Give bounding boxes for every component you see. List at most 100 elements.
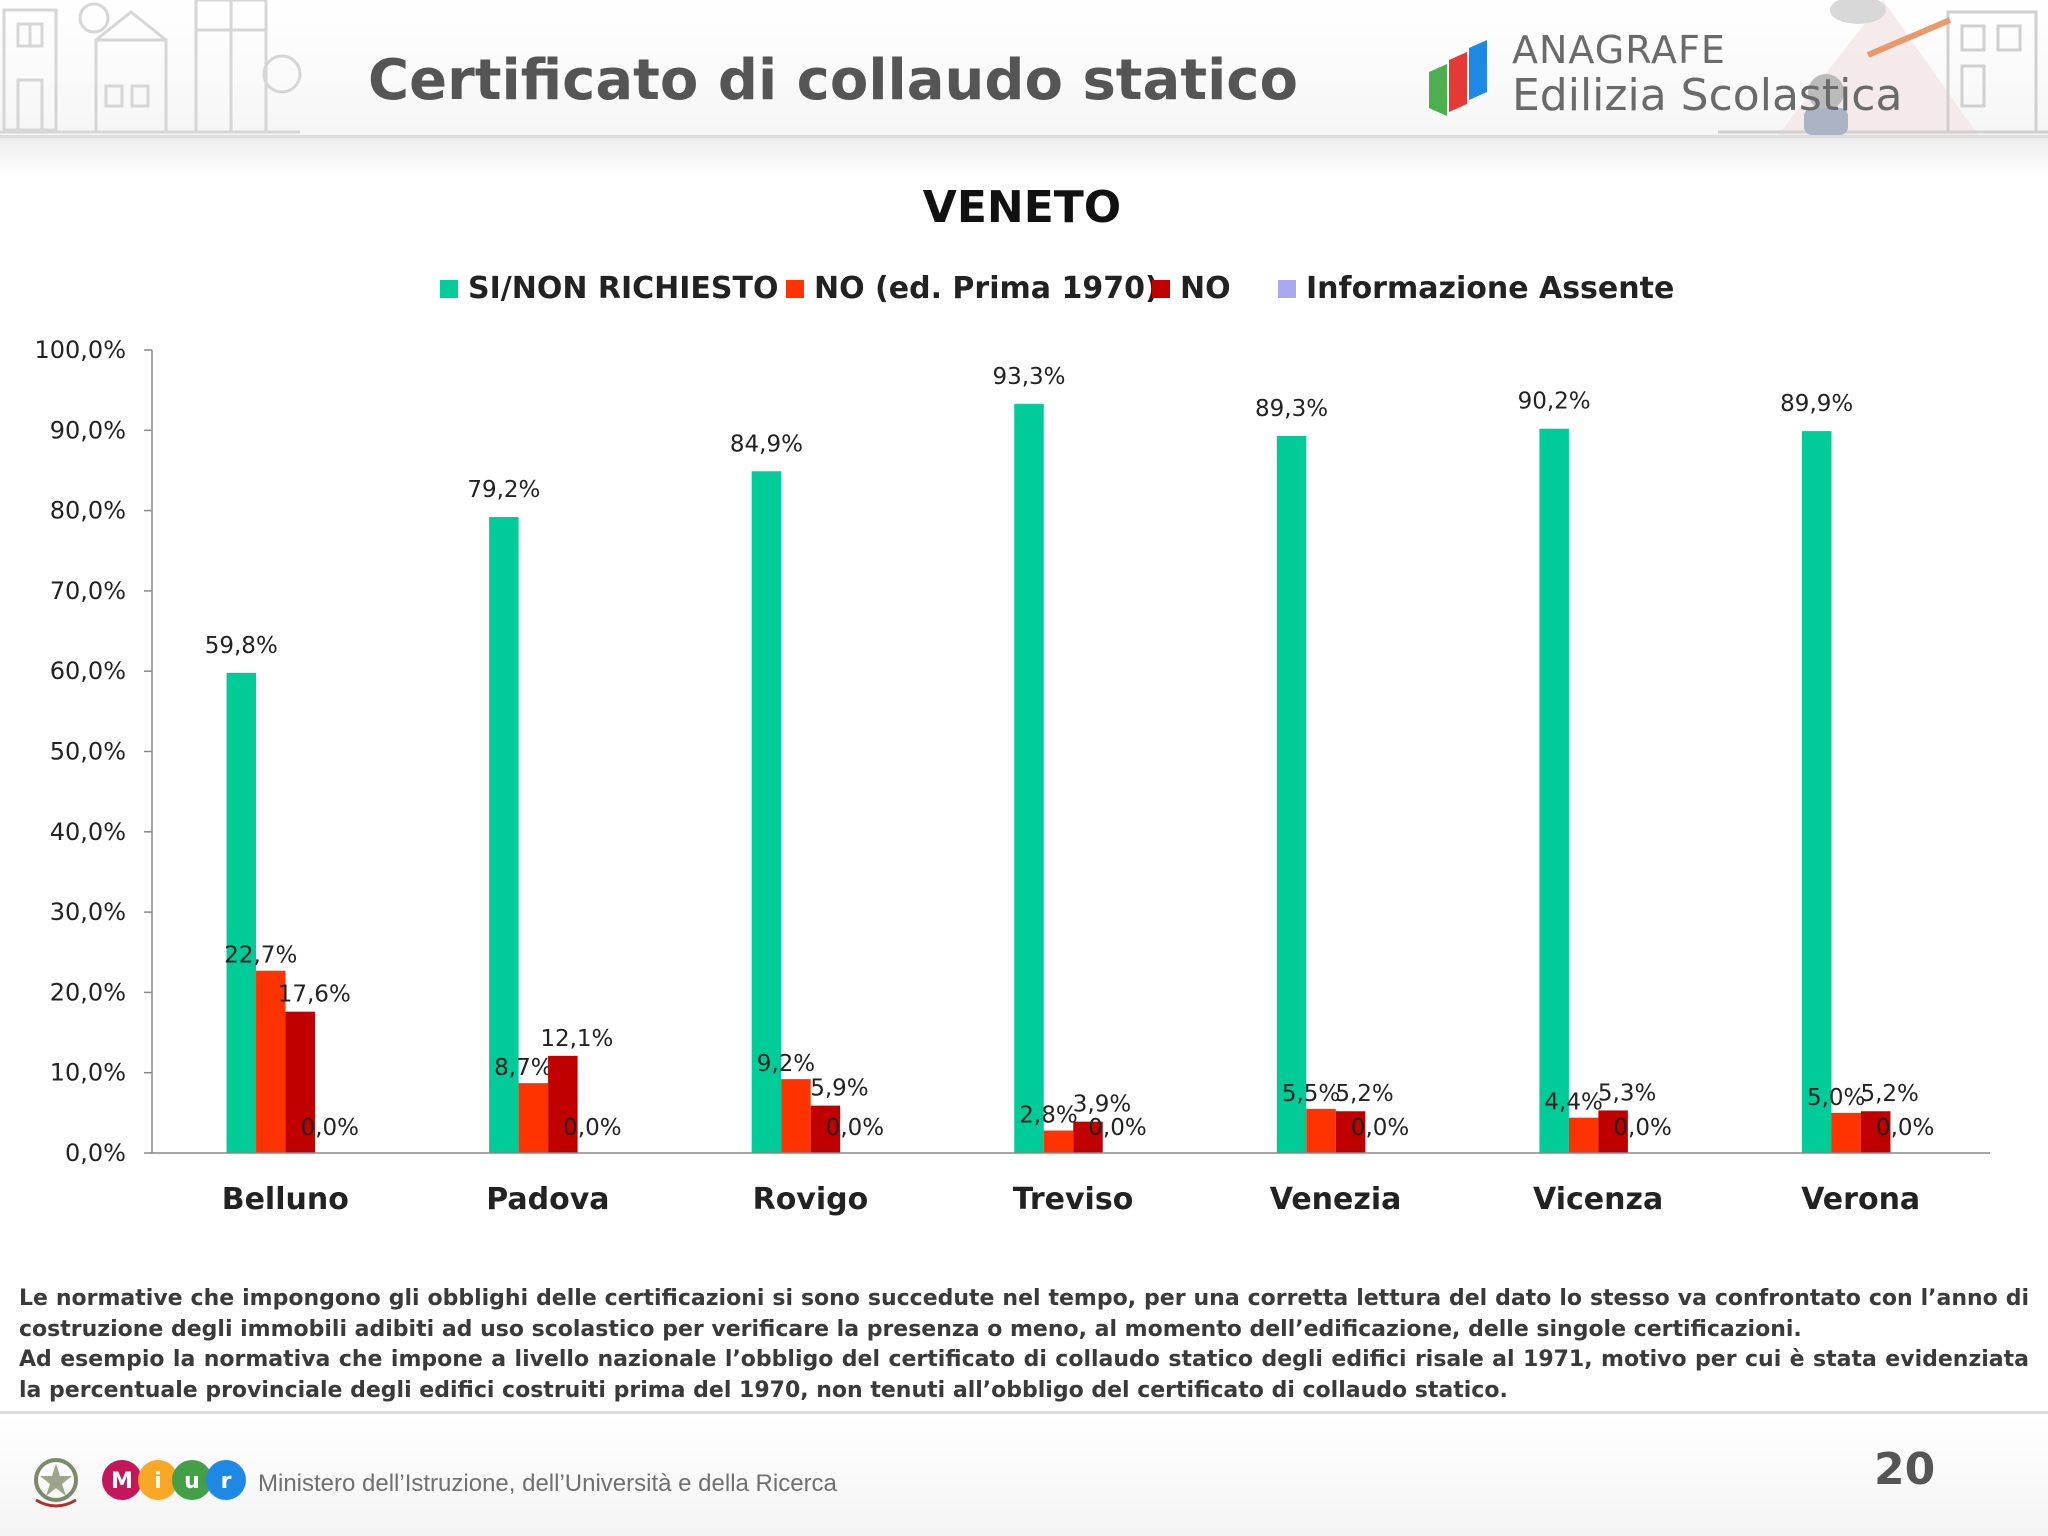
- data-label: 5,2%: [1335, 1081, 1393, 1107]
- footnote: Le normative che impongono gli obblighi …: [19, 1284, 2029, 1406]
- miur-logo: M i u r: [102, 1460, 246, 1500]
- miur-letter-u: u: [184, 1469, 200, 1494]
- ministry-name: Ministero dell’Istruzione, dell’Universi…: [258, 1470, 837, 1497]
- data-label: 0,0%: [1876, 1115, 1934, 1141]
- buildings-illustration-left: [0, 0, 302, 134]
- slide-title: Certificato di collaudo statico: [368, 48, 1298, 113]
- bar: [781, 1079, 811, 1153]
- y-tick-label: 70,0%: [50, 577, 126, 605]
- legend-swatch-0: [440, 280, 458, 298]
- y-tick-label: 50,0%: [50, 738, 126, 766]
- data-label: 5,2%: [1860, 1081, 1918, 1107]
- data-label: 4,4%: [1544, 1090, 1602, 1116]
- x-category-label: Vicenza: [1533, 1182, 1663, 1217]
- x-category-label: Belluno: [222, 1182, 349, 1217]
- data-label: 5,5%: [1282, 1081, 1340, 1107]
- data-label: 0,0%: [563, 1115, 621, 1141]
- data-label: 3,9%: [1073, 1092, 1131, 1118]
- bar: [1014, 403, 1044, 1153]
- bar: [1539, 428, 1569, 1154]
- legend-label-0: SI/NON RICHIESTO: [468, 271, 779, 306]
- data-label: 89,3%: [1255, 396, 1328, 422]
- slide-footer: M i u r Ministero dell’Istruzione, dell’…: [0, 1414, 2048, 1536]
- data-label: 0,0%: [826, 1115, 884, 1141]
- data-label: 2,8%: [1019, 1103, 1077, 1129]
- y-tick-label: 0,0%: [65, 1139, 126, 1167]
- bar: [518, 1083, 549, 1153]
- legend-swatch-1: [786, 280, 804, 298]
- y-tick-label: 100,0%: [34, 336, 126, 364]
- bar: [1043, 1130, 1074, 1153]
- chart-legend: SI/NON RICHIESTO NO (ed. Prima 1970) NO Inf…: [440, 271, 1674, 306]
- bar-group: 93,3% 2,8%3,9%0,0%: [992, 364, 1147, 1153]
- data-label: 5,9%: [810, 1076, 868, 1102]
- x-axis: Belluno Padova Rovigo Treviso Venezia Vicenza…: [152, 1152, 1990, 1217]
- data-label: 93,3%: [992, 364, 1065, 390]
- bar: [1335, 1111, 1366, 1153]
- legend-label-1: NO (ed. Prima 1970): [814, 271, 1159, 306]
- x-category-label: Verona: [1801, 1182, 1920, 1217]
- slide-header: Certificato di collaudo statico ANAGRAFE…: [0, 0, 2048, 138]
- bar: [285, 1011, 316, 1153]
- data-label: 12,1%: [540, 1026, 613, 1052]
- bar-group: 84,9% 9,2%5,9% 0,0%: [730, 431, 884, 1153]
- y-axis: 0,0% 10,0% 20,0% 30,0% 40,0% 50,0% 60,0% 70,0% 8…: [34, 336, 153, 1167]
- data-label: 5,3%: [1598, 1080, 1656, 1106]
- bar: [1860, 1111, 1891, 1153]
- legend-swatch-2: [1152, 280, 1170, 298]
- data-label: 5,0%: [1807, 1085, 1865, 1111]
- miur-letter-r: r: [221, 1469, 232, 1494]
- bar-chart: VENETO SI/NON RICHIESTO NO (ed. Prima 197…: [34, 182, 1990, 1217]
- bar: [1831, 1112, 1861, 1153]
- data-label: 8,7%: [494, 1055, 552, 1081]
- miur-letter-i: i: [154, 1469, 162, 1494]
- data-label: 9,2%: [757, 1051, 815, 1077]
- logo-text-anagrafe: ANAGRAFE: [1512, 28, 1726, 72]
- data-label: 0,0%: [301, 1115, 359, 1141]
- footer-divider: [0, 1411, 2048, 1414]
- data-label: 0,0%: [1351, 1115, 1409, 1141]
- y-tick-label: 60,0%: [50, 657, 126, 685]
- anagrafe-logo-icon: [1429, 40, 1487, 116]
- page-number: 20: [1874, 1444, 1936, 1495]
- data-label: 90,2%: [1518, 389, 1591, 415]
- y-tick-label: 90,0%: [50, 416, 126, 444]
- legend-swatch-3: [1278, 280, 1296, 298]
- bars: 59,8%22,7%17,6%0,0%79,2%8,7%12,1%0,0%84,…: [205, 364, 1934, 1154]
- y-tick-label: 30,0%: [50, 898, 126, 926]
- bar: [810, 1105, 841, 1153]
- y-tick-label: 40,0%: [50, 818, 126, 846]
- header-shadow-band: [0, 138, 2048, 178]
- buildings-illustration-right: [1718, 0, 2048, 135]
- legend-label-3: Informazione Assente: [1306, 271, 1674, 306]
- footnote-paragraph-2: Ad esempio la normativa che impone a liv…: [19, 1347, 2029, 1403]
- bar: [548, 1055, 578, 1153]
- bar: [1276, 435, 1307, 1153]
- miur-letter-m: M: [111, 1469, 133, 1494]
- data-label: 84,9%: [730, 431, 803, 457]
- x-category-label: Treviso: [1013, 1182, 1134, 1217]
- bar: [256, 970, 286, 1153]
- data-label: 89,9%: [1780, 391, 1853, 417]
- republic-emblem-icon: [34, 1458, 78, 1508]
- bar: [1073, 1121, 1103, 1153]
- footnote-paragraph-1: Le normative che impongono gli obblighi …: [19, 1286, 2029, 1342]
- bar: [751, 471, 782, 1153]
- bar: [1801, 431, 1832, 1153]
- bar: [1568, 1117, 1599, 1153]
- y-tick-label: 10,0%: [50, 1059, 126, 1087]
- data-label: 22,7%: [224, 943, 297, 969]
- x-category-label: Venezia: [1270, 1182, 1402, 1217]
- data-label: 79,2%: [467, 477, 540, 503]
- bar: [1598, 1110, 1628, 1153]
- bar: [226, 672, 257, 1153]
- data-label: 59,8%: [205, 633, 278, 659]
- bar-group: 59,8% 22,7% 17,6% 0,0%: [205, 633, 359, 1153]
- bar-group: 79,2% 8,7% 12,1% 0,0%: [467, 477, 622, 1153]
- legend-label-2: NO: [1180, 271, 1231, 306]
- bar-group: 89,3% 5,5%5,2% 0,0%: [1255, 396, 1409, 1153]
- bar: [1306, 1108, 1336, 1153]
- y-tick-label: 20,0%: [50, 978, 126, 1006]
- bar-group: 90,2% 4,4%5,3% 0,0%: [1518, 389, 1672, 1154]
- data-label: 0,0%: [1613, 1115, 1671, 1141]
